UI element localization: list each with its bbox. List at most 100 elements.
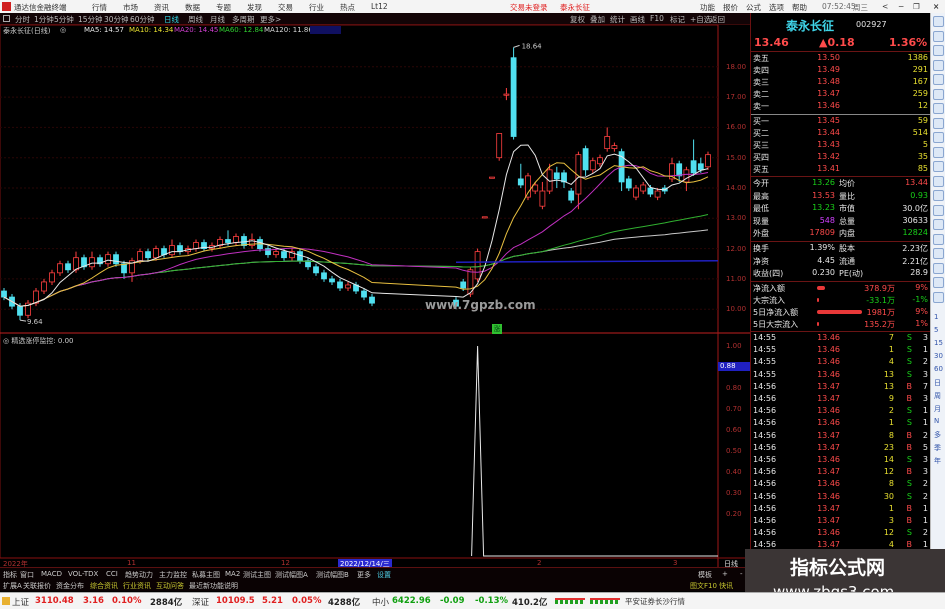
zx-name[interactable]: 中小: [372, 598, 390, 608]
side-tool-icon[interactable]: [933, 132, 944, 143]
menu-item[interactable]: 发现: [247, 3, 262, 12]
side-tool-icon[interactable]: [933, 233, 944, 245]
side-tool-icon[interactable]: [933, 262, 944, 274]
period-tab[interactable]: 更多>: [260, 15, 282, 24]
info-tab[interactable]: 互动问答: [156, 582, 184, 590]
close-button[interactable]: ×: [933, 2, 940, 11]
side-period-button[interactable]: 周: [934, 392, 941, 400]
period-tab[interactable]: 周线: [188, 15, 203, 24]
right-menu-item[interactable]: 选项: [769, 3, 784, 12]
side-tool-icon[interactable]: [933, 59, 944, 71]
restore-button[interactable]: ❐: [913, 2, 920, 11]
zoom-out-button[interactable]: -: [740, 570, 743, 578]
side-tool-icon[interactable]: [933, 204, 944, 216]
side-tool-icon[interactable]: [933, 161, 944, 172]
indicator-tab[interactable]: 私募主图: [192, 571, 220, 579]
side-period-button[interactable]: 多: [934, 431, 941, 439]
indicator-tab[interactable]: 测试主图: [243, 571, 271, 579]
side-period-button[interactable]: 5: [934, 326, 939, 334]
minimize-button[interactable]: −: [898, 2, 905, 11]
kline-chart[interactable]: 18.64 9.64: [0, 0, 750, 567]
indicator-tab[interactable]: 趋势动力: [125, 571, 153, 579]
chart-tool-button[interactable]: 画线: [630, 15, 645, 24]
side-tool-icon[interactable]: [933, 45, 944, 56]
side-period-button[interactable]: 60: [934, 365, 943, 373]
indicator-tab[interactable]: VOL-TDX: [68, 570, 99, 578]
back-button[interactable]: <: [882, 2, 889, 11]
side-tool-icon[interactable]: [933, 190, 944, 201]
period-tab[interactable]: 多周期: [232, 15, 255, 24]
side-period-button[interactable]: N: [934, 417, 940, 425]
settings-gear-icon[interactable]: ◎: [60, 26, 67, 34]
right-menu-item[interactable]: 功能: [700, 3, 715, 12]
template-button[interactable]: 模板: [698, 571, 712, 579]
side-tool-icon[interactable]: [933, 74, 944, 85]
period-tab[interactable]: 60分钟: [130, 15, 155, 24]
side-tool-icon[interactable]: [933, 146, 944, 158]
chart-tool-button[interactable]: F10: [650, 14, 664, 23]
chart-tool-button[interactable]: 标记: [670, 15, 685, 24]
chart-tool-button[interactable]: 复权: [570, 15, 585, 24]
menu-item[interactable]: 数据: [185, 3, 200, 12]
menu-item[interactable]: 热点: [340, 3, 355, 12]
right-menu-item[interactable]: 帮助: [792, 3, 807, 12]
right-menu-item[interactable]: 公式: [746, 3, 761, 12]
menu-item[interactable]: 行业: [309, 3, 324, 12]
side-tool-icon[interactable]: [933, 219, 944, 230]
side-period-button[interactable]: 季: [934, 444, 941, 452]
period-label[interactable]: 日线: [724, 560, 738, 568]
info-tab[interactable]: 关联报价: [23, 582, 51, 590]
side-tool-icon[interactable]: [933, 175, 944, 187]
indicator-tab[interactable]: 指标: [3, 571, 17, 579]
info-tab[interactable]: 综合资讯: [90, 582, 118, 590]
stock-link[interactable]: 泰永长征: [560, 3, 590, 12]
side-period-button[interactable]: 日: [934, 379, 941, 387]
trade-status-link[interactable]: 交易未登录: [510, 3, 548, 12]
side-period-button[interactable]: 月: [934, 405, 941, 413]
info-tab[interactable]: 最近新功能说明: [189, 582, 238, 590]
period-tab[interactable]: 日线: [164, 15, 179, 24]
indicator-tab[interactable]: 主力监控: [159, 571, 187, 579]
menu-item[interactable]: 行情: [92, 3, 107, 12]
sh-name[interactable]: 上证: [12, 598, 30, 608]
menu-item[interactable]: Lt12: [371, 2, 388, 11]
indicator-tab[interactable]: MA2: [225, 570, 241, 578]
menu-item[interactable]: 市场: [123, 3, 138, 12]
chart-tool-button[interactable]: 统计: [610, 15, 625, 24]
side-tool-icon[interactable]: [933, 277, 944, 288]
side-period-button[interactable]: 30: [934, 352, 943, 360]
side-tool-icon[interactable]: [933, 248, 944, 259]
broker-label[interactable]: 平安证券长沙行情: [625, 597, 685, 606]
info-tab[interactable]: 行业资讯: [123, 582, 151, 590]
side-tool-icon[interactable]: [933, 88, 944, 100]
info-tab[interactable]: 资金分布: [56, 582, 84, 590]
toggle-icon[interactable]: [3, 15, 10, 22]
info-tab[interactable]: 扩展A: [3, 582, 22, 590]
indicator-gear-icon[interactable]: ◎: [3, 337, 12, 345]
side-period-button[interactable]: 15: [934, 339, 943, 347]
side-period-button[interactable]: 1: [934, 313, 939, 321]
side-tool-icon[interactable]: [933, 291, 944, 303]
period-tab[interactable]: 1分钟: [34, 15, 54, 24]
indicator-tab[interactable]: 测试幅图A: [275, 571, 308, 579]
f10-link[interactable]: 图文F10 快讯: [690, 582, 734, 590]
indicator-tab[interactable]: 设置: [377, 571, 391, 579]
sz-name[interactable]: 深证: [192, 598, 210, 608]
side-tool-icon[interactable]: [933, 117, 944, 129]
side-tool-icon[interactable]: [933, 30, 944, 42]
zoom-in-button[interactable]: +: [722, 570, 728, 578]
chart-tool-button[interactable]: 叠加: [590, 15, 605, 24]
period-tab[interactable]: 15分钟: [78, 15, 103, 24]
menu-item[interactable]: 专题: [216, 3, 231, 12]
menu-item[interactable]: 资讯: [154, 3, 169, 12]
chart-tool-button[interactable]: +自选: [690, 15, 712, 24]
side-period-button[interactable]: 年: [934, 457, 941, 465]
period-tab[interactable]: 月线: [210, 15, 225, 24]
side-tool-icon[interactable]: [933, 16, 944, 27]
indicator-tab[interactable]: 窗口: [20, 571, 34, 579]
period-tab[interactable]: 5分钟: [54, 15, 74, 24]
side-tool-icon[interactable]: [933, 103, 944, 114]
period-tab[interactable]: 分时: [15, 15, 30, 24]
chart-tool-button[interactable]: 返回: [710, 15, 725, 24]
period-tab[interactable]: 30分钟: [104, 15, 129, 24]
